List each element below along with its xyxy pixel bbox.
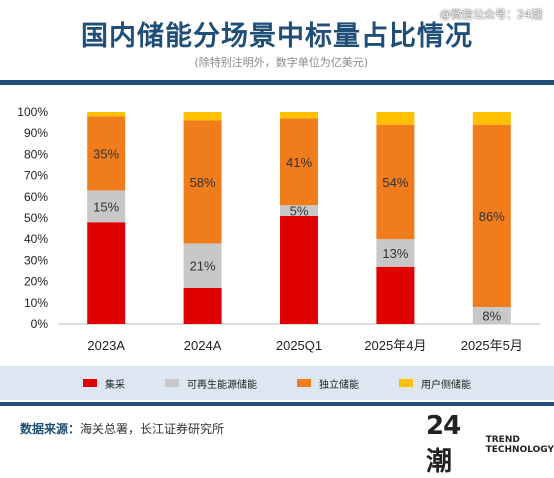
bar-segment — [87, 112, 126, 117]
legend-swatch — [83, 379, 97, 387]
bar-segment — [183, 120, 222, 244]
y-tick-label: 30% — [24, 253, 48, 267]
legend-swatch — [165, 379, 179, 387]
bar-segment — [472, 124, 511, 308]
data-label: 5% — [290, 204, 309, 219]
y-tick-label: 50% — [24, 211, 48, 225]
data-label: 41% — [286, 155, 312, 170]
legend-item: 集采 — [83, 376, 125, 391]
header-divider — [0, 80, 554, 85]
bar-segment — [472, 307, 511, 324]
bar-segment — [87, 190, 126, 223]
y-tick-label: 0% — [31, 317, 49, 331]
x-tick-label: 2023A — [87, 338, 125, 353]
legend-item: 用户侧储能 — [399, 376, 471, 391]
bar-segment — [183, 243, 222, 288]
y-tick-label: 100% — [17, 105, 48, 119]
x-tick-label: 2025年5月 — [461, 338, 523, 353]
watermark: @微信公众号：24潮 — [440, 8, 542, 21]
bar-segment — [376, 266, 415, 324]
legend-swatch — [399, 379, 413, 387]
legend-item: 独立储能 — [297, 376, 359, 391]
y-tick-label: 70% — [24, 169, 48, 183]
legend-item: 可再生能源储能 — [165, 376, 257, 391]
data-label: 8% — [482, 309, 501, 324]
bar-segment — [472, 112, 511, 125]
chart-subtitle: (除特别注明外，数字单位为亿美元) — [194, 56, 368, 69]
y-tick-label: 10% — [24, 296, 48, 310]
bar-segment — [87, 116, 126, 191]
brand-logo: 24潮 TREND TECHNOLOGY — [426, 411, 554, 478]
data-label: 21% — [190, 259, 216, 274]
bar-segment — [183, 287, 222, 324]
bar-segment — [376, 124, 415, 240]
y-tick-label: 40% — [24, 232, 48, 246]
logo-mark: 24潮 — [426, 411, 461, 477]
chart-legend: 集采 可再生能源储能 独立储能 用户侧储能 — [0, 366, 554, 400]
y-tick-label: 20% — [24, 275, 48, 289]
data-label: 13% — [382, 246, 408, 261]
source-label: 数据来源： — [20, 422, 81, 436]
bar-segment — [280, 215, 318, 324]
bar-segment — [280, 118, 318, 206]
bar-segment — [87, 222, 126, 324]
legend-label: 用户侧储能 — [421, 379, 471, 391]
logo-line-1: TREND — [485, 434, 520, 445]
y-tick-label: 60% — [24, 190, 48, 204]
x-tick-label: 2025年4月 — [364, 338, 426, 353]
y-tick-label: 90% — [24, 126, 48, 140]
legend-label: 独立储能 — [319, 379, 359, 391]
data-label: 35% — [93, 146, 119, 161]
data-source: 数据来源：海关总署，长江证券研究所 — [20, 420, 224, 437]
logo-line-2: TECHNOLOGY — [485, 444, 554, 455]
data-label: 86% — [479, 209, 505, 224]
legend-swatch — [297, 379, 311, 387]
bar-segment — [376, 239, 415, 267]
chart-title: 国内储能分场景中标量占比情况 — [81, 21, 473, 52]
legend-band: 集采 可再生能源储能 独立储能 用户侧储能 — [0, 366, 554, 400]
data-label: 58% — [190, 175, 216, 190]
bar-segment — [183, 112, 222, 121]
data-label: 54% — [382, 175, 408, 190]
legend-label: 集采 — [105, 379, 125, 391]
legend-label: 可再生能源储能 — [187, 379, 257, 391]
x-tick-label: 2025Q1 — [276, 338, 322, 353]
x-tick-label: 2024A — [184, 338, 222, 353]
bar-segment — [280, 205, 318, 216]
bar-segment — [376, 112, 415, 125]
footer-divider — [0, 402, 554, 406]
stacked-bar-chart: 0% 10% 20% 30% 40% 50% 60% 70% 80% 90% 100% 15% 35% 2… — [17, 105, 540, 353]
bar-segment — [280, 112, 318, 119]
data-label: 15% — [93, 199, 119, 214]
y-tick-label: 80% — [24, 147, 48, 161]
source-text: 海关总署，长江证券研究所 — [80, 422, 225, 436]
logo-text: TREND TECHNOLOGY — [486, 435, 554, 455]
